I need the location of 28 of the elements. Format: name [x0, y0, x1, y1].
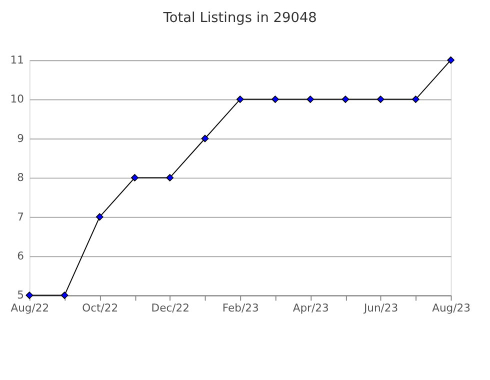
x-tick-label: Apr/23	[292, 301, 329, 314]
x-tick-label: Dec/22	[151, 301, 190, 314]
x-tick-label: Feb/23	[222, 301, 259, 314]
point	[236, 96, 244, 103]
y-tick-label: 7	[17, 210, 24, 224]
x-tick-label: Aug/23	[432, 301, 470, 314]
point	[342, 96, 350, 103]
y-tick-label: 8	[17, 171, 24, 184]
y-tick-label: 10	[10, 92, 24, 106]
x-tick-label: Aug/22	[10, 301, 50, 314]
x-tick-label: Oct/22	[82, 301, 118, 314]
point	[447, 56, 454, 64]
y-tick-label: 9	[17, 132, 24, 145]
point	[131, 174, 138, 182]
y-tick-label: 11	[10, 54, 24, 67]
x-tick-label: Jun/23	[362, 301, 398, 314]
point	[272, 96, 279, 103]
chart-title: Total Listings in 29048	[162, 10, 317, 26]
point	[412, 96, 420, 103]
point	[201, 134, 209, 142]
point	[166, 174, 174, 182]
point	[376, 96, 384, 103]
y-tick-label: 5	[17, 288, 24, 302]
point	[306, 96, 314, 103]
point	[96, 213, 104, 221]
point	[26, 292, 34, 299]
point	[60, 292, 68, 299]
y-tick-label: 6	[17, 250, 24, 263]
